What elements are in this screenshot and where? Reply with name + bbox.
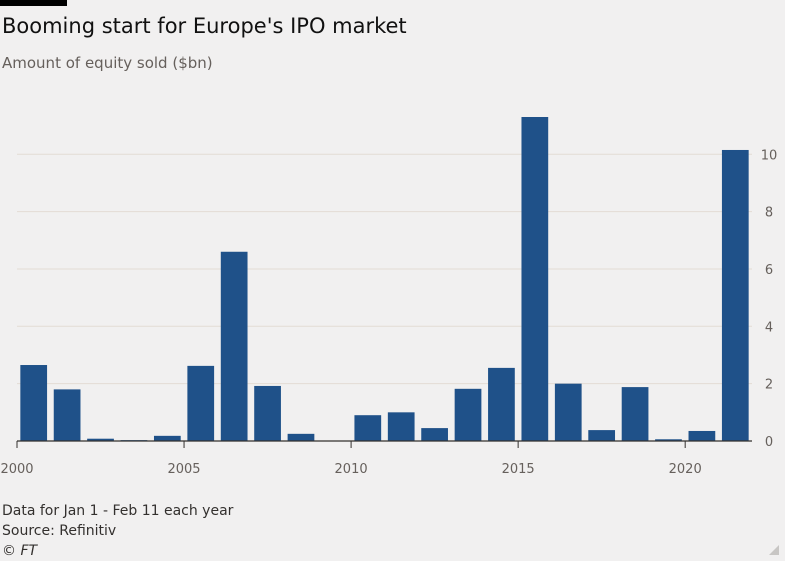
bar	[153, 435, 181, 441]
y-tick-label: 0	[765, 435, 773, 450]
bar	[254, 385, 281, 441]
brand-bar	[0, 0, 67, 6]
bar	[454, 388, 482, 441]
y-tick-label: 10	[761, 148, 778, 163]
bar	[621, 387, 649, 441]
y-tick-label: 4	[765, 320, 773, 335]
bar	[20, 365, 48, 441]
bar	[87, 438, 114, 441]
x-tick-label: 2020	[669, 462, 702, 477]
resize-handle-icon[interactable]	[769, 545, 779, 555]
ft-credit: © FT	[2, 543, 38, 559]
x-tick-label: 2000	[0, 462, 33, 477]
bar	[655, 439, 682, 441]
bar	[187, 365, 215, 441]
bar	[421, 428, 448, 441]
source-note: Source: Refinitiv	[2, 523, 117, 539]
bar	[588, 430, 616, 441]
chart-subtitle: Amount of equity sold ($bn)	[2, 54, 213, 72]
bar	[688, 430, 716, 441]
y-tick-label: 8	[765, 206, 773, 221]
bar	[220, 251, 248, 441]
y-tick-label: 2	[765, 378, 773, 393]
y-tick-label: 6	[765, 263, 773, 278]
x-tick-label: 2015	[502, 462, 535, 477]
bar	[287, 433, 315, 441]
bar	[488, 367, 515, 441]
x-tick-label: 2010	[335, 462, 368, 477]
bar	[554, 383, 582, 441]
bar	[521, 117, 549, 441]
chart-title: Booming start for Europe's IPO market	[2, 14, 407, 38]
x-tick-label: 2005	[167, 462, 200, 477]
data-note: Data for Jan 1 - Feb 11 each year	[2, 503, 234, 519]
bar	[354, 415, 382, 441]
bar	[53, 389, 81, 441]
bar	[387, 412, 415, 441]
bar	[721, 149, 749, 441]
